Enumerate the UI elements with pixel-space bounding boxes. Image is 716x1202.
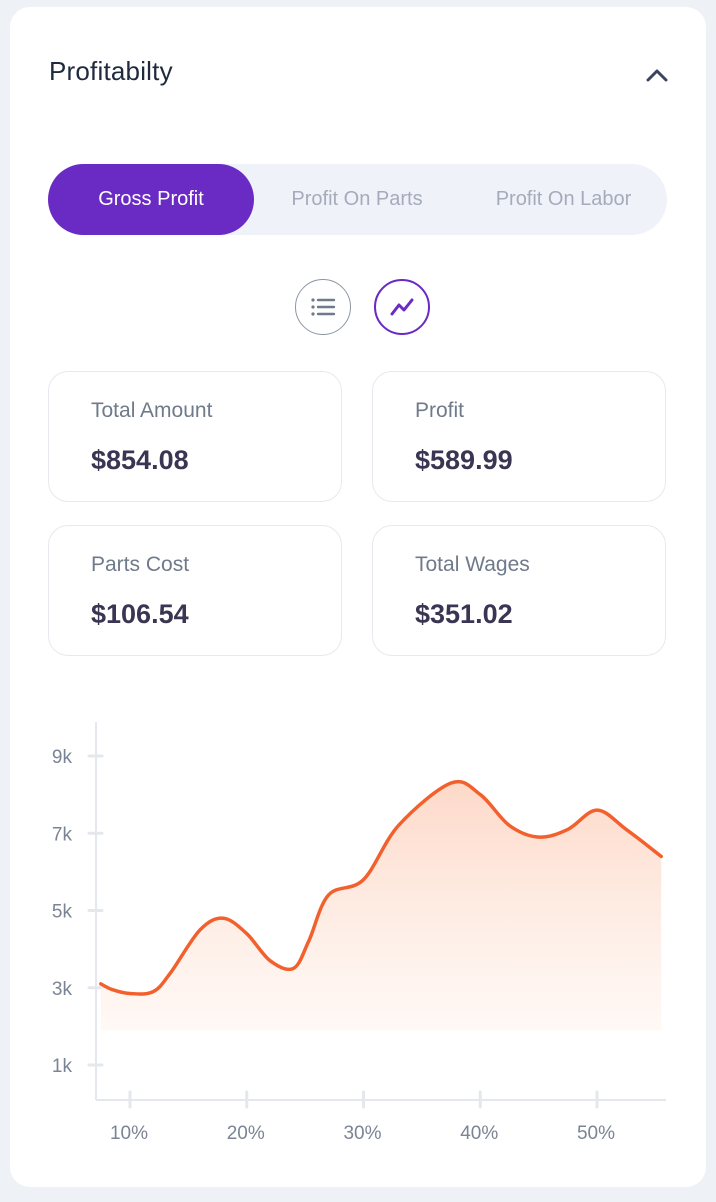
area-fill [100,781,662,1030]
stat-value: $854.08 [91,445,189,475]
stat-card-total-amount: Total Amount $854.08 [48,371,342,502]
list-view-button[interactable] [295,279,351,335]
stat-label: Parts Cost [91,553,190,576]
stat-label: Total Wages [415,553,530,576]
stat-label: Total Amount [91,399,213,422]
collapse-button[interactable] [640,58,674,92]
x-tick-label: 30% [343,1123,381,1144]
chart-view-button[interactable] [374,279,430,335]
stat-value: $351.02 [415,599,513,629]
section-title: Profitabilty [49,56,173,86]
y-tick-label: 5k [52,902,73,923]
list-icon [311,298,336,316]
series-line [99,779,663,996]
tab-profit-on-parts[interactable]: Profit On Parts [291,188,423,210]
y-tick-label: 9k [52,747,73,768]
profit-tabs: Gross Profit Profit On Parts Profit On L… [48,164,667,235]
x-tick-label: 20% [227,1123,265,1144]
y-tick-label: 3k [52,979,73,1000]
profit-chart: 1k 3k 5k 7k 9k 10% 20% 30% 40% 50% [0,700,716,1170]
trend-line-icon [390,298,414,316]
chevron-up-icon [646,69,668,82]
stat-label: Profit [415,399,465,422]
stat-card-total-wages: Total Wages $351.02 [372,525,666,656]
stat-card-profit: Profit $589.99 [372,371,666,502]
profit-area-chart: 1k 3k 5k 7k 9k 10% 20% 30% 40% 50% [52,722,666,1144]
x-tick-label: 10% [110,1123,148,1144]
stat-card-parts-cost: Parts Cost $106.54 [48,525,342,656]
stat-value: $589.99 [415,445,513,475]
x-tick-label: 50% [577,1123,615,1144]
stat-value: $106.54 [91,599,189,629]
y-tick-label: 7k [52,824,73,845]
tab-gross-profit[interactable]: Gross Profit [48,164,254,235]
tab-profit-on-labor[interactable]: Profit On Labor [495,188,632,210]
x-tick-label: 40% [460,1123,498,1144]
y-tick-label: 1k [52,1056,73,1077]
